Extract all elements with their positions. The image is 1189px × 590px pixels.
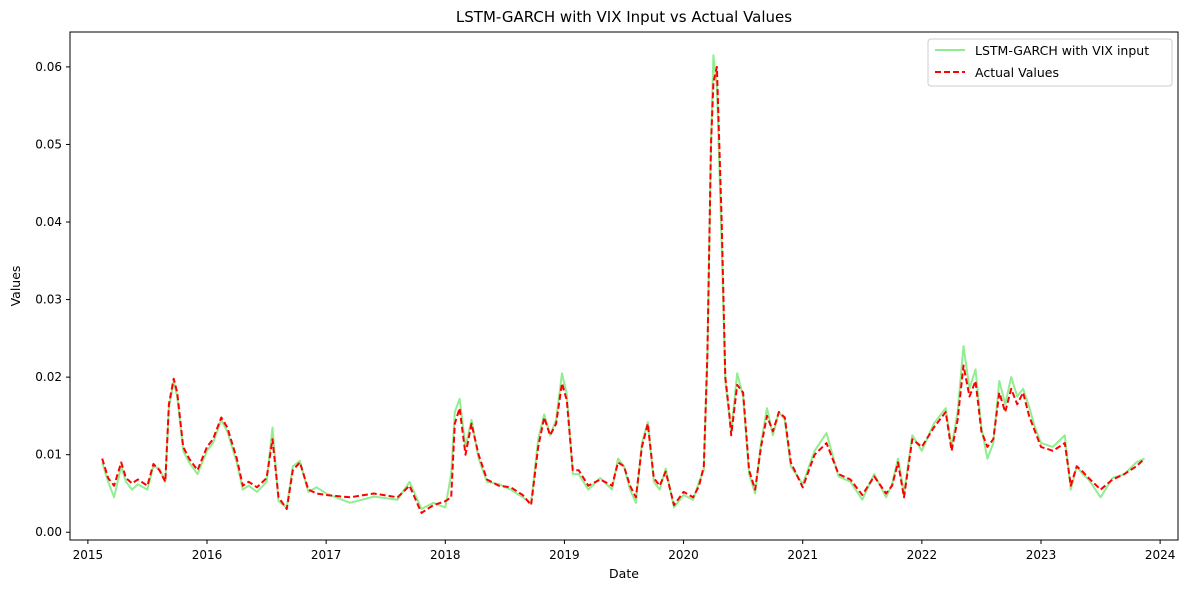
x-tick-label: 2018 — [430, 548, 461, 562]
legend-label-actual: Actual Values — [975, 65, 1059, 80]
y-tick-label: 0.02 — [35, 370, 62, 384]
legend: LSTM-GARCH with VIX input Actual Values — [927, 38, 1173, 87]
series-line-predicted — [101, 54, 1146, 510]
x-tick-label: 2016 — [192, 548, 223, 562]
y-tick-label: 0.01 — [35, 448, 62, 462]
y-tick-label: 0.04 — [35, 215, 62, 229]
x-tick-label: 2020 — [668, 548, 699, 562]
series-layer — [101, 54, 1146, 514]
y-tick-label: 0.06 — [35, 60, 62, 74]
x-tick-label: 2019 — [549, 548, 580, 562]
y-tick-label: 0.05 — [35, 137, 62, 151]
y-axis: 0.00 0.01 0.02 0.03 0.04 0.05 0.06 — [35, 60, 70, 539]
x-tick-label: 2024 — [1145, 548, 1176, 562]
x-tick-label: 2015 — [73, 548, 104, 562]
y-axis-title: Values — [8, 266, 23, 307]
plot-frame — [69, 31, 1179, 541]
legend-box — [927, 38, 1173, 87]
x-tick-label: 2023 — [1026, 548, 1057, 562]
x-tick-label: 2017 — [311, 548, 342, 562]
x-axis-title: Date — [609, 566, 639, 581]
y-tick-label: 0.03 — [35, 293, 62, 307]
legend-label-predicted: LSTM-GARCH with VIX input — [975, 43, 1149, 58]
y-tick-label: 0.00 — [35, 525, 62, 539]
plot-area — [69, 31, 1179, 541]
x-tick-label: 2022 — [907, 548, 938, 562]
x-axis: 2015 2016 2017 2018 2019 2020 2021 2022 2023 2024 — [73, 540, 1176, 562]
plot-background — [70, 32, 1178, 540]
chart-title: LSTM-GARCH with VIX Input vs Actual Valu… — [456, 8, 792, 26]
x-tick-label: 2021 — [787, 548, 818, 562]
